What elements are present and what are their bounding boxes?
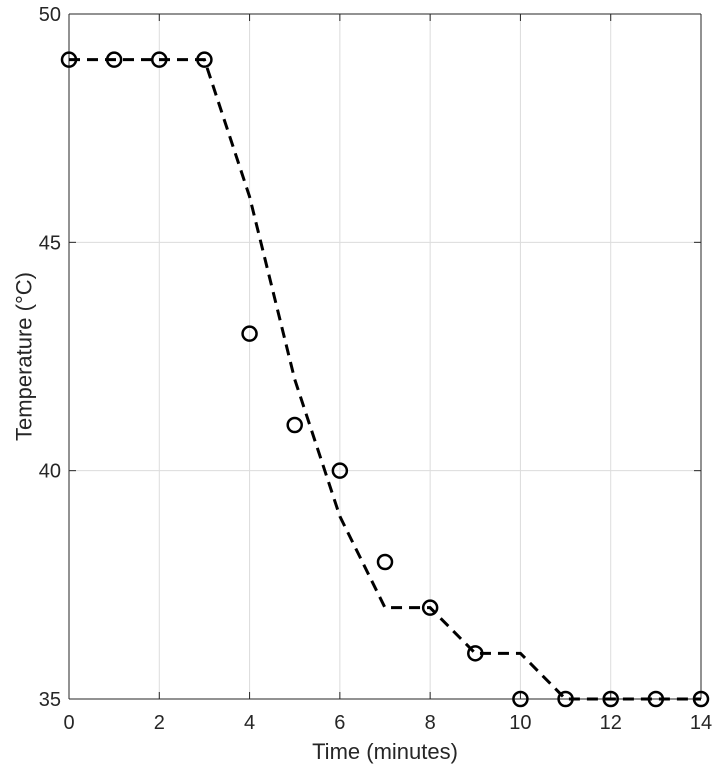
x-tick-label: 14 [690, 712, 712, 734]
x-tick-label: 2 [154, 712, 165, 734]
data-point-marker [196, 51, 213, 68]
y-axis-label: Temperature (°C) [12, 272, 37, 441]
x-tick-label: 8 [425, 712, 436, 734]
x-tick-label: 4 [244, 712, 255, 734]
grid [68, 13, 702, 700]
tick-labels: 0 2 4 6 8 10 12 14 35 40 45 50 [39, 4, 712, 734]
data-point-marker [467, 645, 484, 662]
x-tick-label: 12 [600, 712, 622, 734]
data-point-marker [286, 416, 303, 434]
axes [68, 13, 702, 700]
data-point-marker [557, 690, 574, 708]
data-point-marker [151, 51, 168, 68]
data-point-marker [692, 690, 710, 708]
data-point-marker [331, 462, 349, 479]
y-tick-label: 50 [39, 4, 61, 26]
data-point-marker [376, 553, 394, 571]
data-point-marker [60, 51, 78, 68]
x-tick-label: 10 [509, 712, 531, 734]
data-point-marker [647, 690, 665, 708]
data-point-marker [602, 690, 619, 708]
data-point-marker [421, 599, 439, 616]
dashed-series-line [69, 58, 701, 701]
y-tick-label: 40 [39, 461, 61, 483]
plot-series [60, 51, 710, 708]
y-tick-label: 45 [39, 232, 61, 254]
data-point-marker [241, 325, 258, 342]
x-axis-label: Time (minutes) [312, 739, 458, 764]
data-point-marker [105, 51, 123, 68]
x-tick-label: 0 [63, 712, 74, 734]
x-tick-label: 6 [334, 712, 345, 734]
data-point-marker [512, 690, 529, 708]
y-tick-label: 35 [39, 689, 61, 711]
